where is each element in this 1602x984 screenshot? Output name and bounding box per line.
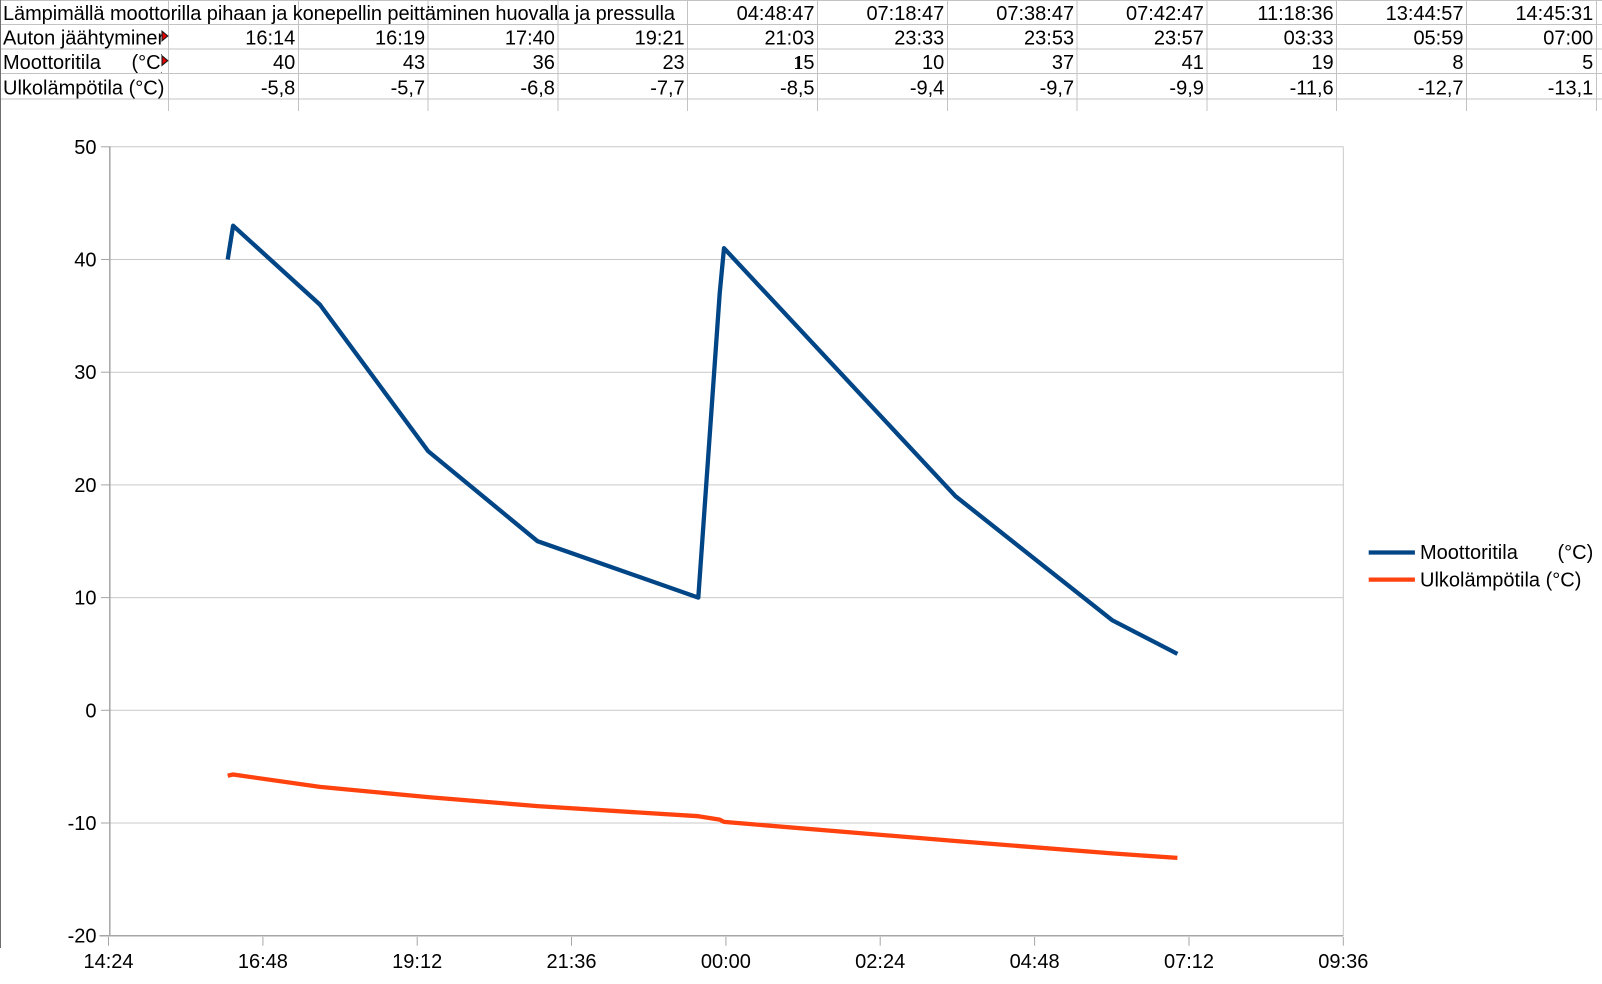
svg-text:07:38:47: 07:38:47 <box>996 3 1074 25</box>
svg-text:8: 8 <box>1452 52 1463 74</box>
svg-text:Moottoritila: Moottoritila <box>3 52 102 74</box>
svg-text:19:21: 19:21 <box>635 27 685 49</box>
svg-text:Moottoritila: Moottoritila <box>1420 542 1519 564</box>
svg-text:50: 50 <box>74 137 96 159</box>
svg-text:00:00: 00:00 <box>701 951 751 973</box>
svg-text:10: 10 <box>74 588 96 610</box>
svg-text:Ulkolämpötila (°C): Ulkolämpötila (°C) <box>3 78 164 100</box>
svg-text:07:18:47: 07:18:47 <box>866 3 944 25</box>
svg-text:43: 43 <box>403 52 425 74</box>
svg-text:11:18:36: 11:18:36 <box>1257 3 1333 25</box>
svg-text:19:12: 19:12 <box>392 951 442 973</box>
svg-text:-9,7: -9,7 <box>1040 78 1074 100</box>
svg-text:5: 5 <box>1582 52 1593 74</box>
svg-text:(°C): (°C) <box>1558 542 1594 564</box>
svg-text:-5,7: -5,7 <box>391 78 425 100</box>
svg-text:-10: -10 <box>68 813 97 835</box>
svg-text:02:24: 02:24 <box>855 951 905 973</box>
svg-text:37: 37 <box>1052 52 1074 74</box>
svg-text:23:57: 23:57 <box>1154 27 1204 49</box>
svg-text:-9,4: -9,4 <box>910 78 944 100</box>
svg-text:-6,8: -6,8 <box>520 78 554 100</box>
svg-text:20: 20 <box>74 475 96 497</box>
svg-text:09:36: 09:36 <box>1318 951 1368 973</box>
svg-text:(°C): (°C) <box>132 52 168 74</box>
svg-text:-8,5: -8,5 <box>780 78 814 100</box>
svg-text:41: 41 <box>1182 52 1204 74</box>
svg-text:36: 36 <box>533 52 555 74</box>
svg-text:40: 40 <box>74 250 96 272</box>
svg-text:-12,7: -12,7 <box>1418 78 1464 100</box>
svg-text:03:33: 03:33 <box>1284 27 1334 49</box>
svg-text:-13,1: -13,1 <box>1548 78 1594 100</box>
svg-text:04:48: 04:48 <box>1010 951 1060 973</box>
svg-text:30: 30 <box>74 362 96 384</box>
svg-text:0: 0 <box>85 700 96 722</box>
svg-text:-7,7: -7,7 <box>650 78 684 100</box>
svg-text:-20: -20 <box>68 926 97 948</box>
svg-text:04:48:47: 04:48:47 <box>737 3 815 25</box>
svg-text:-9,9: -9,9 <box>1169 78 1203 100</box>
svg-text:17:40: 17:40 <box>505 27 555 49</box>
svg-text:16:19: 16:19 <box>375 27 425 49</box>
svg-text:21:03: 21:03 <box>764 27 814 49</box>
svg-text:10: 10 <box>922 52 944 74</box>
svg-text:16:48: 16:48 <box>238 951 288 973</box>
svg-text:19: 19 <box>1311 52 1333 74</box>
svg-text:13:44:57: 13:44:57 <box>1386 3 1464 25</box>
svg-text:23: 23 <box>662 52 684 74</box>
svg-text:15: 15 <box>793 52 814 74</box>
svg-text:23:33: 23:33 <box>894 27 944 49</box>
svg-text:14:45:31: 14:45:31 <box>1515 3 1593 25</box>
svg-text:Lämpimällä moottorilla pihaan: Lämpimällä moottorilla pihaan ja konepel… <box>3 3 676 25</box>
svg-text:21:36: 21:36 <box>546 951 596 973</box>
svg-text:07:00: 07:00 <box>1543 27 1593 49</box>
svg-text:16:14: 16:14 <box>245 27 295 49</box>
svg-text:07:12: 07:12 <box>1164 951 1214 973</box>
svg-text:07:42:47: 07:42:47 <box>1126 3 1204 25</box>
svg-text:-11,6: -11,6 <box>1290 78 1334 100</box>
svg-text:40: 40 <box>273 52 295 74</box>
svg-text:Auton jäähtyminen: Auton jäähtyminen <box>3 27 169 49</box>
svg-text:Ulkolämpötila (°C): Ulkolämpötila (°C) <box>1420 569 1581 591</box>
svg-text:05:59: 05:59 <box>1413 27 1463 49</box>
svg-text:-5,8: -5,8 <box>261 78 295 100</box>
svg-text:23:53: 23:53 <box>1024 27 1074 49</box>
svg-text:14:24: 14:24 <box>83 951 133 973</box>
